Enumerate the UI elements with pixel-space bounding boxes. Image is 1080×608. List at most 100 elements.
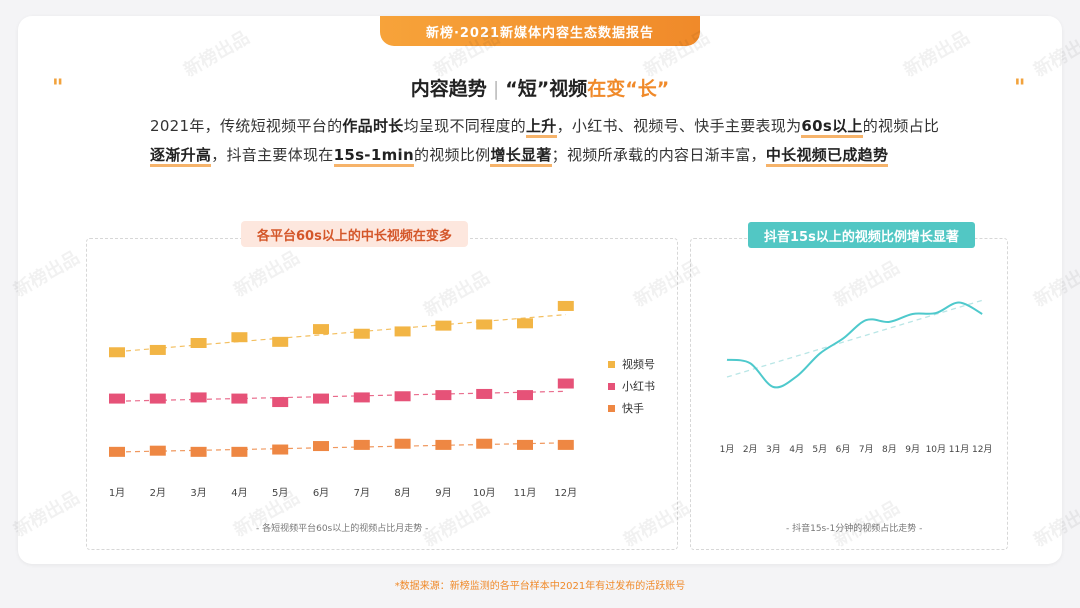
data-marker xyxy=(313,324,329,335)
data-marker xyxy=(149,393,166,404)
summary-keyword: 作品时长 xyxy=(342,117,404,135)
data-marker xyxy=(557,439,574,450)
x-tick-label: 5月 xyxy=(272,487,288,499)
quote-mark-right: " xyxy=(1014,76,1026,101)
x-tick-label: 9月 xyxy=(435,487,451,499)
legend-item-kuaishou: 快手 xyxy=(608,397,655,419)
data-marker xyxy=(517,439,533,450)
summary-keyword: 上升 xyxy=(525,117,557,138)
data-marker xyxy=(557,300,574,311)
x-tick-label: 5月 xyxy=(812,444,827,455)
title-highlight: 在变“长” xyxy=(587,78,670,100)
x-tick-label: 1月 xyxy=(720,444,735,455)
x-tick-label: 11月 xyxy=(514,487,537,499)
data-source-note: *数据来源：新榜监测的各平台样本中2021年有过发布的活跃账号 xyxy=(394,581,686,592)
x-tick-label: 9月 xyxy=(905,444,920,455)
x-tick-label: 7月 xyxy=(354,487,370,499)
data-marker xyxy=(353,328,370,339)
data-marker xyxy=(435,439,452,450)
trend-line xyxy=(116,314,566,353)
x-tick-label: 12月 xyxy=(972,444,992,455)
legend-label: 快手 xyxy=(622,402,644,415)
summary-segment: 的视频比例 xyxy=(413,146,491,164)
data-marker xyxy=(313,441,329,452)
legend-swatch xyxy=(608,404,615,412)
summary-segment: 的视频占比 xyxy=(862,117,940,135)
data-marker xyxy=(149,445,166,456)
summary-segment: ，抖音主要体现在 xyxy=(211,146,334,164)
data-marker xyxy=(109,446,125,457)
douyin-chart-title: 抖音15s以上的视频比例增长显著 xyxy=(748,222,975,248)
trend-line xyxy=(116,442,566,453)
x-tick-label: 3月 xyxy=(766,444,781,455)
summary-keyword: 15s-1min xyxy=(333,146,414,167)
summary-keyword: 中长视频已成趋势 xyxy=(765,146,889,167)
x-tick-label: 7月 xyxy=(859,444,874,455)
data-marker xyxy=(272,444,289,455)
summary-keyword: 60s以上 xyxy=(801,117,863,138)
data-marker xyxy=(272,397,289,408)
page-title: 内容趋势 | “短”视频在变“长” xyxy=(0,74,1080,101)
data-marker xyxy=(109,347,125,358)
data-marker xyxy=(394,438,411,449)
data-marker xyxy=(231,332,248,343)
trend-line xyxy=(116,390,566,402)
data-marker xyxy=(476,438,493,449)
data-marker xyxy=(313,393,329,404)
x-tick-label: 8月 xyxy=(394,487,410,499)
douyin-series-line xyxy=(726,301,983,389)
data-marker xyxy=(190,338,207,348)
summary-text: 2021年，传统短视频平台的作品时长均呈现不同程度的上升，小红书、视频号、快手主… xyxy=(150,112,950,170)
title-separator: | xyxy=(492,78,500,100)
data-marker xyxy=(435,390,452,401)
quote-mark-left: " xyxy=(52,76,64,101)
summary-segment: ，小红书、视频号、快手主要表现为 xyxy=(556,117,802,135)
douyin-chart-caption: - 抖音15s-1分钟的视频占比走势 - xyxy=(786,524,923,534)
legend-swatch xyxy=(608,360,615,368)
summary-keyword: 增长显著 xyxy=(490,146,552,167)
x-tick-label: 10月 xyxy=(473,487,496,499)
x-tick-label: 3月 xyxy=(190,487,206,499)
x-tick-label: 1月 xyxy=(109,487,125,499)
x-tick-label: 6月 xyxy=(836,444,851,455)
x-tick-label: 2月 xyxy=(150,487,166,499)
data-marker xyxy=(476,319,493,330)
summary-segment: 均呈现不同程度的 xyxy=(403,117,526,135)
platform-chart-title: 各平台60s以上的中长视频在变多 xyxy=(241,221,468,247)
x-tick-label: 8月 xyxy=(882,444,897,455)
platform-chart-legend: 视频号 小红书 快手 xyxy=(608,353,655,419)
legend-item-shipinhao: 视频号 xyxy=(608,353,655,375)
x-tick-label: 2月 xyxy=(743,444,758,455)
legend-label: 视频号 xyxy=(622,358,655,371)
legend-swatch xyxy=(608,382,615,390)
summary-segment: 2021年，传统短视频平台的 xyxy=(150,117,343,135)
douyin-chart-panel xyxy=(690,238,1008,550)
data-marker xyxy=(190,392,207,403)
legend-item-xiaohongshu: 小红书 xyxy=(608,375,655,397)
data-marker xyxy=(353,392,370,403)
x-tick-label: 12月 xyxy=(554,487,577,499)
data-marker xyxy=(435,320,452,331)
data-marker xyxy=(476,388,493,399)
title-topic: 内容趋势 xyxy=(410,78,487,100)
legend-label: 小红书 xyxy=(622,380,655,393)
data-marker xyxy=(394,326,411,337)
x-tick-label: 10月 xyxy=(926,444,946,455)
douyin-trend-line xyxy=(726,299,983,378)
summary-segment: ；视频所承载的内容日渐丰富， xyxy=(551,146,766,164)
report-banner: 新榜·2021新媒体内容生态数据报告 xyxy=(380,16,700,46)
data-marker xyxy=(272,336,289,347)
data-marker xyxy=(109,393,125,404)
title-subject: “短”视频 xyxy=(505,78,588,100)
platform-chart-panel xyxy=(86,238,678,550)
data-marker xyxy=(231,446,248,457)
data-marker xyxy=(517,318,533,329)
data-marker xyxy=(190,446,207,457)
x-tick-label: 11月 xyxy=(949,444,969,455)
platform-chart-caption: - 各短视频平台60s以上的视频占比月走势 - xyxy=(256,524,429,534)
data-marker xyxy=(231,393,248,404)
summary-keyword: 逐渐升高 xyxy=(150,146,212,167)
x-tick-label: 4月 xyxy=(789,444,804,455)
x-tick-label: 6月 xyxy=(313,487,329,499)
